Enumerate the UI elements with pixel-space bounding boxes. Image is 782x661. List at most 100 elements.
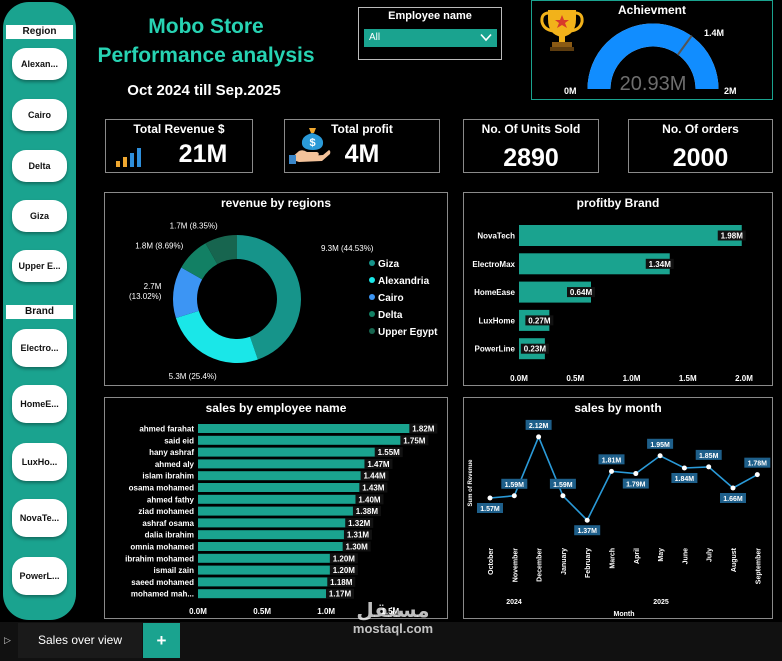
point-data-label: 1.85M	[699, 453, 719, 460]
bar-data-label: 1.31M	[347, 531, 370, 540]
month-tick-label: February	[585, 548, 592, 578]
bar	[198, 506, 375, 516]
sales-by-month-panel: sales by month 1.57M October 1.59M November…	[463, 397, 773, 619]
bar-data-label: 1.38M	[356, 507, 379, 516]
y-axis-title: Sum of Revenue	[468, 459, 474, 507]
month-tick-label: November	[512, 548, 519, 583]
bar	[198, 471, 383, 481]
legend-marker	[369, 328, 375, 334]
x-tick-label: 1.0M	[623, 374, 641, 383]
employee-filter: Employee name All	[358, 7, 502, 60]
bar-data-label: 0.23M	[524, 345, 547, 354]
category-label: osama mohamed	[129, 484, 194, 493]
revenue-line	[489, 434, 758, 522]
region-slicer-header: Region	[6, 25, 73, 39]
x-tick-label: 1.0M	[317, 607, 335, 616]
bar	[198, 565, 352, 575]
bar	[198, 542, 365, 551]
line-point	[657, 453, 663, 459]
sales-by-employee-panel: sales by employee name ahmed farahat 1.82…	[104, 397, 448, 619]
line-point	[487, 495, 493, 501]
bar	[198, 589, 348, 599]
add-page-button[interactable]: +	[143, 623, 180, 658]
bar	[198, 483, 382, 492]
revenue-by-regions-title: revenue by regions	[220, 196, 332, 210]
category-label: islam ibrahim	[142, 472, 194, 481]
bar-data-label: 1.20M	[333, 554, 356, 563]
bar-data-label-bg	[355, 494, 384, 505]
revenue-donut-chart: 9.3M (44.53%) 5.3M (25.4%) 2.7M(13.02%) 1.8…	[129, 221, 438, 380]
brand-button-homeease[interactable]: HomeE...	[12, 385, 67, 423]
bar-data-label-bg	[520, 343, 549, 354]
donut-slice-cairo	[173, 267, 203, 319]
kpi-units-sold-label: No. Of Units Sold	[481, 122, 581, 136]
brand-slicer-header: Brand	[6, 305, 73, 319]
legend-label: Giza	[378, 259, 400, 270]
gauge-fill	[587, 23, 719, 90]
donut-slice-upper-egypt	[205, 235, 237, 265]
category-label: saeed mohamed	[131, 578, 194, 587]
category-label: ashraf osama	[142, 519, 194, 528]
tab-scroll-left-icon[interactable]: ▷	[4, 635, 11, 645]
line-point	[511, 493, 517, 499]
profit-by-brand-panel: profitby Brand NovaTech 1.98M ElectroMax 1.…	[463, 192, 773, 386]
employee-filter-label: Employee name	[388, 10, 472, 22]
achievement-title: Achievment	[617, 3, 687, 17]
region-button-alexandria[interactable]: Alexan...	[12, 48, 67, 80]
month-tick-label: October	[488, 548, 495, 575]
point-data-label-bg	[695, 449, 722, 460]
month-tick-label: January	[561, 548, 568, 575]
category-label: PowerLine	[475, 345, 516, 354]
brand-button-electromax[interactable]: Electro...	[12, 329, 67, 367]
dashboard-title: Mobo Store Performance analysis	[88, 12, 324, 70]
legend-label: Alexandria	[378, 276, 430, 287]
month-tick-label: May	[658, 548, 665, 562]
bar	[198, 435, 423, 445]
svg-text:$: $	[309, 137, 315, 149]
slicer-panel: Region Alexan... Cairo Delta Giza Upper …	[3, 2, 76, 620]
point-data-label: 1.57M	[480, 506, 500, 513]
brand-button-luxhome[interactable]: LuxHo...	[12, 443, 67, 481]
brand-button-powerline[interactable]: PowerL...	[12, 557, 67, 595]
gauge-target-marker	[676, 35, 693, 56]
bar-data-label: 0.64M	[570, 288, 593, 297]
bar-data-label-bg	[329, 565, 358, 576]
bar-data-label: 1.30M	[346, 543, 369, 552]
region-button-delta[interactable]: Delta	[12, 150, 67, 182]
trophy-icon	[540, 10, 584, 51]
bar-data-label-bg	[717, 230, 746, 241]
watermark-latin: mostaql.com	[352, 621, 434, 636]
bar-data-label: 1.32M	[348, 519, 371, 528]
employee-dropdown[interactable]: All	[364, 29, 497, 47]
gauge-target-label: 1.4M	[704, 28, 724, 38]
point-data-label-bg	[622, 478, 649, 489]
category-label: LuxHome	[479, 316, 516, 325]
line-point	[730, 485, 736, 491]
region-button-upper-egypt[interactable]: Upper E...	[12, 250, 67, 282]
bar-data-label-bg	[400, 435, 429, 446]
donut-data-label: 1.7M (8.35%)	[170, 221, 218, 230]
point-data-label: 1.37M	[577, 528, 597, 535]
revenue-by-regions-panel: revenue by regions 9.3M (44.53%) 5.3M (25…	[104, 192, 448, 386]
category-label: ElectroMax	[472, 260, 515, 269]
kpi-units-sold-value: 2890	[503, 144, 559, 172]
x-tick-label: 1.5M	[679, 374, 697, 383]
brand-button-novatech[interactable]: NovaTe...	[12, 499, 67, 537]
point-data-label-bg	[671, 473, 698, 483]
month-tick-label: April	[634, 548, 641, 564]
tab-sales-over-view[interactable]: Sales over view	[18, 623, 142, 658]
point-data-label-bg	[744, 457, 771, 468]
gauge-min-label: 0M	[564, 86, 577, 96]
donut-data-label: 1.8M (8.69%)	[135, 241, 183, 250]
year-group-label: 2024	[506, 599, 522, 606]
bar-data-label: 1.44M	[363, 472, 386, 481]
legend-marker	[369, 277, 375, 283]
bar-data-label: 1.34M	[649, 260, 672, 269]
region-button-giza[interactable]: Giza	[12, 200, 67, 232]
bar-data-label-bg	[360, 470, 389, 481]
sales-by-month-title: sales by month	[574, 401, 662, 415]
donut-data-label: 2.7M	[144, 282, 162, 291]
region-button-cairo[interactable]: Cairo	[12, 99, 67, 131]
bar-data-label: 1.98M	[721, 232, 744, 241]
sales-by-employee-title: sales by employee name	[205, 401, 347, 415]
